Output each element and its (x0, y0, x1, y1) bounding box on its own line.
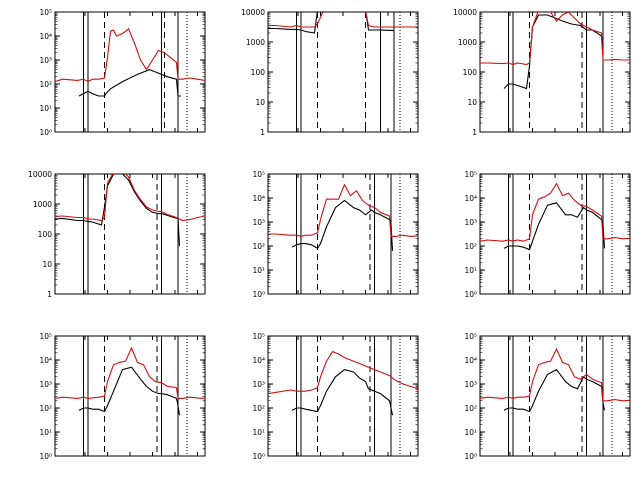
y-tick-label: 10⁵ (464, 170, 477, 179)
y-tick-label: 10¹ (252, 428, 265, 437)
y-tick-label: 10⁰ (252, 452, 265, 461)
plot-frame (479, 11, 631, 133)
y-tick-label: 10⁰ (39, 128, 52, 137)
y-tick-label: 100 (251, 68, 266, 77)
series-line-lld (268, 12, 418, 28)
y-tick-label: 10⁵ (39, 8, 52, 17)
y-tick-label: 10² (464, 242, 477, 251)
series-line-events (55, 174, 181, 247)
plot-frame (479, 173, 631, 295)
y-tick-label: 10000 (241, 8, 265, 17)
y-tick-label: 1 (472, 128, 477, 137)
y-tick-label: 1000 (33, 200, 52, 209)
y-tick-label: 10² (464, 404, 477, 413)
detector-panel-8: 10⁰ 10¹ 10² 10³ 10⁴ 10⁵ (252, 332, 419, 461)
series-line-events (503, 368, 606, 413)
y-tick-label: 10000 (453, 8, 477, 17)
y-tick-label: 10⁰ (464, 290, 477, 299)
y-tick-label: 10⁴ (464, 194, 477, 203)
series-line-lld (480, 12, 630, 66)
y-tick-label: 10⁵ (252, 332, 265, 341)
plot-frame (267, 11, 419, 133)
y-tick-label: 10³ (464, 380, 477, 389)
y-tick-label: 10⁴ (252, 194, 265, 203)
y-tick-label: 10⁴ (39, 32, 52, 41)
y-tick-label: 10 (255, 98, 265, 107)
y-tick-label: 10⁰ (39, 452, 52, 461)
y-tick-label: 10³ (252, 380, 265, 389)
y-tick-label: 10³ (464, 218, 477, 227)
detector-panel-2: 1 10 100 1000 10000 (241, 8, 419, 137)
y-tick-label: 100 (38, 230, 53, 239)
y-tick-label: 100 (463, 68, 478, 77)
detector-panel-6: 10⁰ 10¹ 10² 10³ 10⁴ 10⁵ (464, 170, 631, 299)
series-line-lld (55, 346, 205, 399)
series-line-events (78, 69, 181, 97)
y-tick-label: 10⁰ (464, 452, 477, 461)
y-tick-label: 10² (39, 404, 52, 413)
y-tick-label: 10² (39, 80, 52, 89)
y-tick-label: 10⁴ (39, 356, 52, 365)
series-line-events (503, 202, 606, 251)
y-tick-label: 10⁵ (464, 332, 477, 341)
y-tick-label: 10⁵ (39, 332, 52, 341)
plot-frame (54, 173, 206, 295)
series-line-events (291, 368, 394, 416)
series-line-events (291, 199, 394, 251)
y-tick-label: 10³ (39, 380, 52, 389)
y-tick-label: 10⁴ (464, 356, 477, 365)
plot-frame (54, 335, 206, 457)
detector-panel-7: 10⁰ 10¹ 10² 10³ 10⁴ 10⁵ (39, 332, 206, 461)
y-tick-label: 10¹ (39, 104, 52, 113)
series-line-events (78, 366, 181, 416)
y-tick-label: 1 (260, 128, 265, 137)
series-line-lld (480, 347, 630, 402)
series-line-lld (480, 182, 630, 242)
y-tick-label: 10¹ (39, 428, 52, 437)
series-line-lld (268, 350, 418, 395)
y-tick-label: 10¹ (252, 266, 265, 275)
detector-panel-3: 1 10 100 1000 10000 (453, 8, 631, 137)
y-tick-label: 10¹ (464, 428, 477, 437)
plot-frame (54, 11, 206, 133)
y-tick-label: 10² (252, 404, 265, 413)
series-line-lld (55, 174, 205, 222)
series-line-lld (268, 183, 418, 237)
detector-panel-1: 10⁰ 10¹ 10² 10³ 10⁴ 10⁵ (39, 8, 206, 137)
y-tick-label: 10³ (39, 56, 52, 65)
y-tick-label: 1000 (458, 38, 477, 47)
detector-panel-9: 10⁰ 10¹ 10² 10³ 10⁴ 10⁵ (464, 332, 631, 461)
y-tick-label: 10² (252, 242, 265, 251)
y-tick-label: 1 (47, 290, 52, 299)
detector-panel-4: 1 10 100 1000 10000 (28, 170, 206, 299)
y-tick-label: 10⁵ (252, 170, 265, 179)
series-line-events (503, 14, 604, 90)
series-line-lld (55, 27, 205, 83)
y-tick-label: 10³ (252, 218, 265, 227)
y-tick-label: 10000 (28, 170, 52, 179)
y-tick-label: 1000 (246, 38, 265, 47)
detector-panel-5: 10⁰ 10¹ 10² 10³ 10⁴ 10⁵ (252, 170, 419, 299)
y-tick-label: 10¹ (464, 266, 477, 275)
plot-frame (267, 173, 419, 295)
y-tick-label: 10 (42, 260, 52, 269)
plot-frame (479, 335, 631, 457)
y-tick-label: 10⁰ (252, 290, 265, 299)
series-line-events (268, 12, 395, 34)
y-tick-label: 10⁴ (252, 356, 265, 365)
plot-frame (267, 335, 419, 457)
y-tick-label: 10 (467, 98, 477, 107)
